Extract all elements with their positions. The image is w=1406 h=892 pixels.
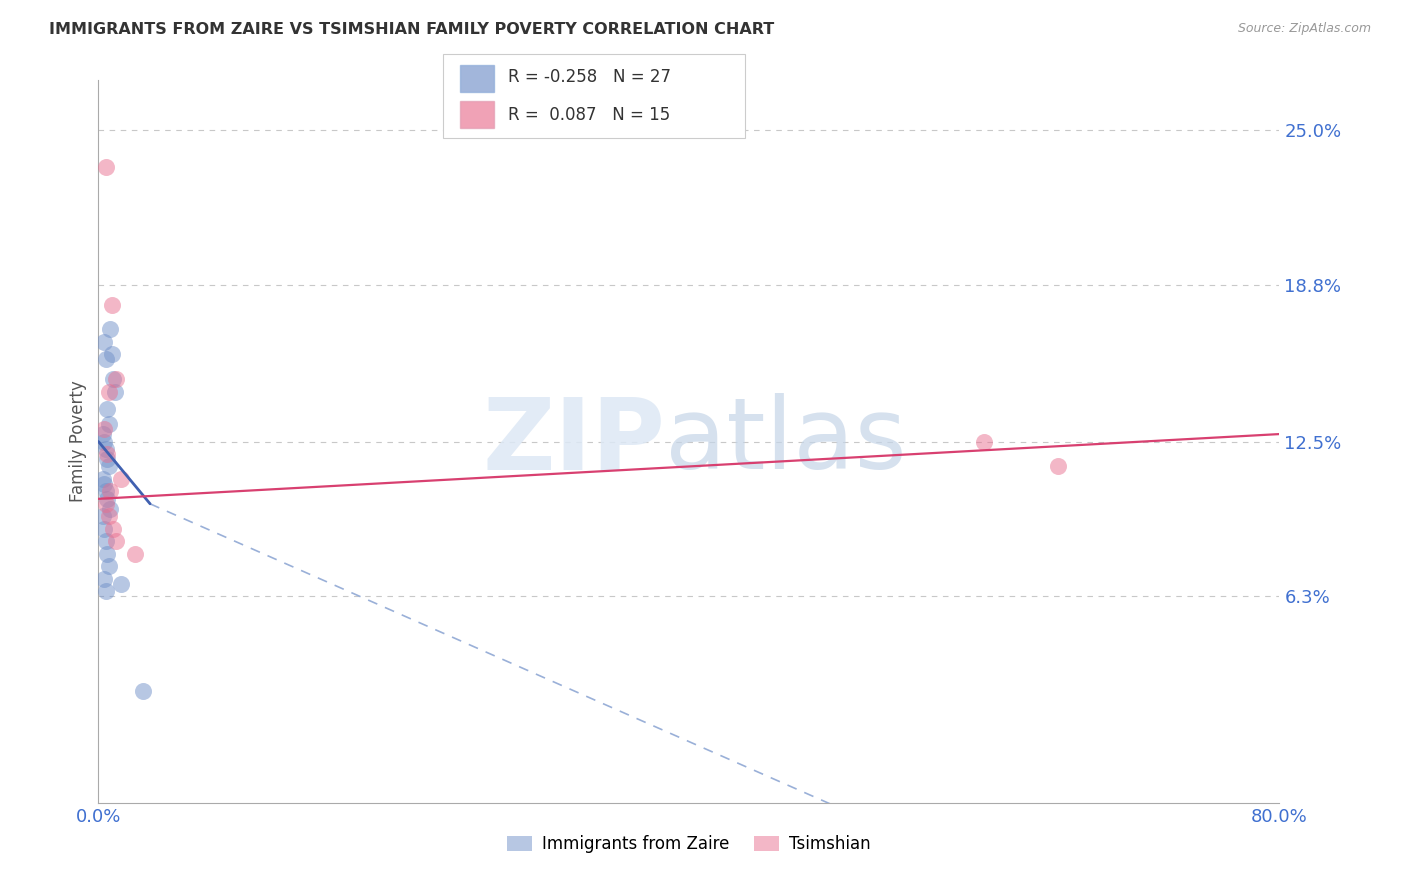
Point [103,372,125,386]
Text: IMMIGRANTS FROM ZAIRE VS TSIMSHIAN FAMILY POVERTY CORRELATION CHART: IMMIGRANTS FROM ZAIRE VS TSIMSHIAN FAMIL… [49,22,775,37]
Point [124,547,146,561]
Y-axis label: Family Poverty: Family Poverty [69,381,87,502]
Point [91,427,114,442]
Point [104,384,127,399]
Point [973,434,995,449]
Point [132,683,155,698]
Point [97,459,120,474]
Legend: Immigrants from Zaire, Tsimshian: Immigrants from Zaire, Tsimshian [501,828,877,860]
Point [93,434,115,449]
Point [110,472,132,486]
Point [100,347,122,361]
Point [94,352,117,367]
Text: R = -0.258   N = 27: R = -0.258 N = 27 [508,69,671,87]
Point [93,522,115,536]
Point [97,384,120,399]
Point [94,442,117,456]
Point [97,559,120,574]
Point [97,509,120,524]
Point [96,547,118,561]
Point [91,472,114,486]
Point [98,501,121,516]
Point [93,334,115,349]
Text: Source: ZipAtlas.com: Source: ZipAtlas.com [1237,22,1371,36]
Point [110,576,132,591]
Point [94,584,117,599]
Point [100,297,122,311]
Point [94,497,117,511]
Point [103,522,125,536]
Point [93,572,115,586]
Point [96,491,118,506]
Point [94,484,117,499]
Point [93,422,115,436]
Text: ZIP: ZIP [482,393,665,490]
Point [96,402,118,417]
Point [93,476,115,491]
Point [98,322,121,336]
Text: R =  0.087   N = 15: R = 0.087 N = 15 [508,105,669,123]
Point [105,372,128,386]
Point [91,509,114,524]
Point [1047,459,1070,474]
Point [94,534,117,549]
Point [98,484,121,499]
Point [96,447,118,461]
Point [94,161,117,175]
Point [97,417,120,431]
Text: atlas: atlas [665,393,907,490]
Point [96,452,118,467]
Point [105,534,128,549]
